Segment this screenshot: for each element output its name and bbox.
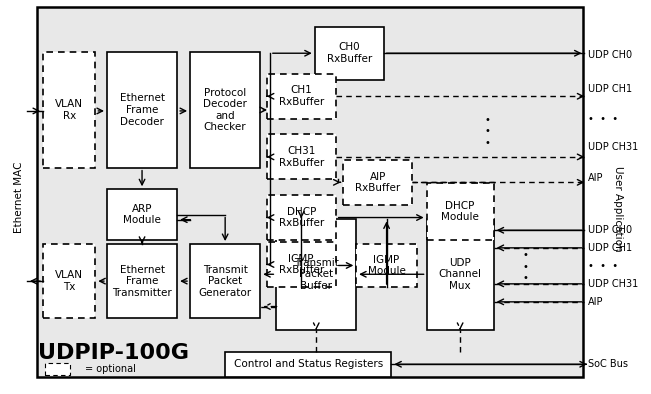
Bar xyxy=(314,27,383,80)
Text: •  •  •: • • • xyxy=(589,114,618,124)
Bar xyxy=(344,160,413,205)
Text: •
•
•: • • • xyxy=(484,115,490,148)
Text: UDP CH0: UDP CH0 xyxy=(589,225,632,235)
Bar xyxy=(426,183,493,240)
Text: Ethernet
Frame
Decoder: Ethernet Frame Decoder xyxy=(120,93,165,126)
Text: VLAN
Tx: VLAN Tx xyxy=(55,270,83,292)
Text: Control and Status Registers: Control and Status Registers xyxy=(234,359,383,369)
Bar xyxy=(43,244,96,318)
Text: •
•
•: • • • xyxy=(523,250,529,283)
Text: UDP CH0: UDP CH0 xyxy=(589,50,632,60)
Bar xyxy=(36,7,583,377)
Text: AIP
RxBuffer: AIP RxBuffer xyxy=(355,171,400,193)
Text: Protocol
Decoder
and
Checker: Protocol Decoder and Checker xyxy=(203,87,247,132)
Text: = optional: = optional xyxy=(85,364,135,374)
Bar xyxy=(43,52,96,168)
Bar xyxy=(107,189,177,240)
Text: CH31
RxBuffer: CH31 RxBuffer xyxy=(279,146,324,168)
Text: UDPIP-100G: UDPIP-100G xyxy=(38,344,189,364)
Text: Ethernet
Frame
Transmitter: Ethernet Frame Transmitter xyxy=(112,264,172,298)
Bar xyxy=(190,244,260,318)
Text: CH1
RxBuffer: CH1 RxBuffer xyxy=(279,85,324,107)
Bar xyxy=(426,219,493,330)
Bar xyxy=(267,242,336,287)
Text: UDP CH31: UDP CH31 xyxy=(589,279,639,289)
Bar xyxy=(356,244,417,287)
Text: IGMP
Module: IGMP Module xyxy=(368,255,406,276)
Bar xyxy=(107,244,177,318)
Bar xyxy=(190,52,260,168)
Bar xyxy=(276,219,356,330)
Text: AIP: AIP xyxy=(589,173,604,183)
Text: •  •  •: • • • xyxy=(589,261,618,271)
Bar xyxy=(225,351,391,377)
Bar xyxy=(267,134,336,179)
Text: Ethernet MAC: Ethernet MAC xyxy=(14,161,24,233)
Text: DHCP
RxBuffer: DHCP RxBuffer xyxy=(279,207,324,229)
Text: UDP CH1: UDP CH1 xyxy=(589,84,632,95)
Text: CH0
RxBuffer: CH0 RxBuffer xyxy=(327,43,372,64)
Text: UDP CH31: UDP CH31 xyxy=(589,142,639,152)
Text: Transmit
Packet
Generator: Transmit Packet Generator xyxy=(199,264,252,298)
Bar xyxy=(45,363,70,375)
Bar xyxy=(267,195,336,240)
Text: UDP
Channel
Mux: UDP Channel Mux xyxy=(439,258,482,291)
Text: VLAN
Rx: VLAN Rx xyxy=(55,99,83,121)
Text: ARP
Module: ARP Module xyxy=(123,204,161,225)
Text: SoC Bus: SoC Bus xyxy=(589,359,628,370)
Text: ICMP
RxBuffer: ICMP RxBuffer xyxy=(279,254,324,275)
Text: User Application: User Application xyxy=(613,166,624,251)
Text: Transmit
Packet
Buffer: Transmit Packet Buffer xyxy=(294,258,339,291)
Text: UDP CH1: UDP CH1 xyxy=(589,243,632,253)
Bar xyxy=(107,52,177,168)
Text: DHCP
Module: DHCP Module xyxy=(441,201,479,223)
Bar xyxy=(267,74,336,119)
Text: AIP: AIP xyxy=(589,297,604,307)
